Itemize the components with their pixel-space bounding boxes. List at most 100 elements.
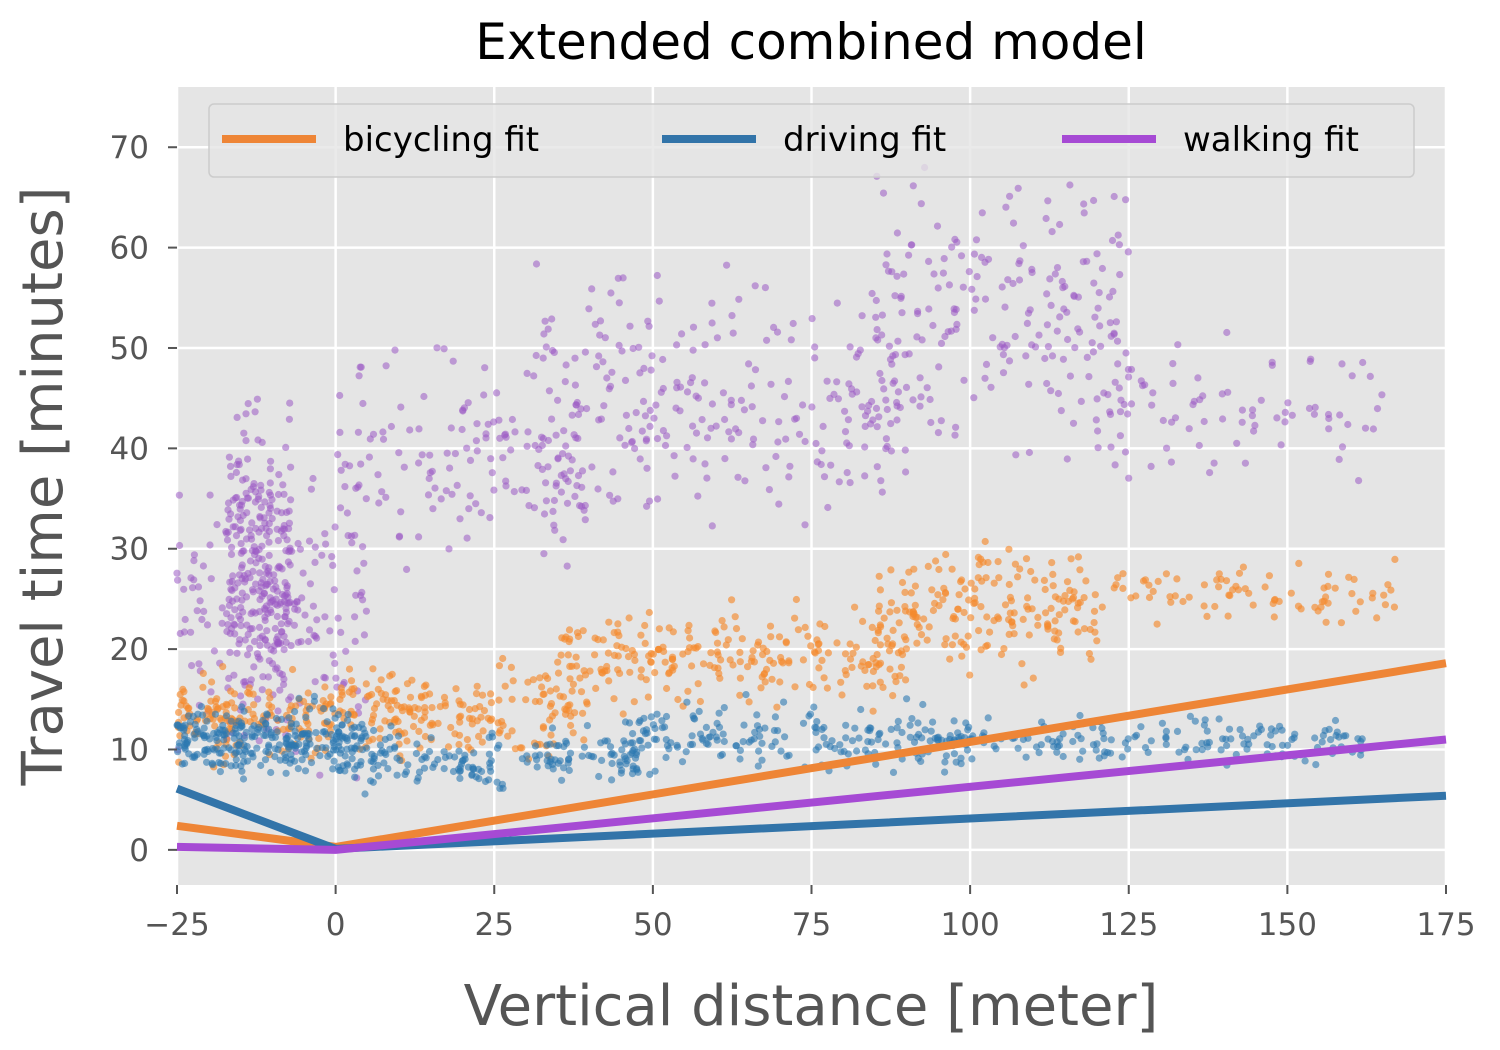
- scatter-point: [799, 656, 808, 664]
- scatter-point: [1122, 196, 1130, 204]
- scatter-point: [629, 739, 637, 747]
- scatter-point: [580, 736, 588, 744]
- scatter-point: [239, 547, 247, 555]
- scatter-point: [375, 499, 383, 507]
- scatter-point: [1236, 726, 1244, 734]
- scatter-point: [1063, 308, 1071, 316]
- scatter-point: [226, 648, 234, 657]
- scatter-point: [227, 550, 236, 559]
- scatter-point: [447, 723, 455, 732]
- scatter-point: [1024, 594, 1032, 602]
- scatter-point: [237, 692, 245, 700]
- scatter-point: [482, 434, 490, 442]
- scatter-point: [295, 694, 303, 703]
- scatter-point: [941, 758, 949, 766]
- scatter-point: [256, 569, 264, 577]
- scatter-point: [665, 745, 673, 753]
- scatter-point: [581, 348, 590, 356]
- scatter-point: [233, 461, 241, 469]
- scatter-point: [1106, 319, 1114, 327]
- scatter-point: [566, 635, 574, 643]
- scatter-point: [937, 417, 945, 425]
- scatter-point: [785, 659, 793, 667]
- scatter-point: [1091, 313, 1099, 321]
- scatter-point: [646, 406, 654, 414]
- scatter-point: [369, 430, 378, 438]
- scatter-point: [599, 358, 607, 366]
- scatter-point: [406, 426, 414, 434]
- scatter-point: [1284, 741, 1292, 749]
- scatter-point: [227, 717, 235, 725]
- scatter-point: [1223, 328, 1231, 337]
- scatter-point: [718, 750, 727, 759]
- scatter-point: [840, 747, 848, 756]
- scatter-point: [1112, 581, 1120, 589]
- scatter-point: [193, 607, 201, 615]
- scatter-point: [425, 474, 433, 483]
- scatter-point: [376, 734, 384, 743]
- scatter-point: [429, 505, 437, 513]
- scatter-point: [713, 334, 722, 342]
- scatter-point: [887, 599, 896, 607]
- scatter-point: [791, 415, 799, 423]
- scatter-point: [487, 699, 495, 707]
- scatter-point: [670, 452, 678, 460]
- scatter-point: [473, 420, 481, 428]
- scatter-point: [852, 353, 861, 361]
- scatter-point: [990, 579, 998, 587]
- scatter-point: [204, 747, 212, 756]
- scatter-point: [694, 394, 703, 402]
- scatter-point: [713, 736, 721, 744]
- scatter-point: [287, 496, 295, 504]
- scatter-point: [251, 609, 260, 617]
- scatter-point: [530, 372, 538, 380]
- scatter-point: [1069, 737, 1077, 746]
- scatter-point: [591, 651, 599, 659]
- scatter-point: [361, 790, 369, 798]
- scatter-point: [929, 606, 938, 615]
- scatter-point: [728, 312, 736, 320]
- scatter-point: [708, 299, 716, 307]
- scatter-point: [1016, 257, 1024, 265]
- scatter-point: [377, 676, 385, 684]
- scatter-point: [928, 586, 936, 594]
- scatter-point: [291, 708, 299, 716]
- scatter-point: [351, 765, 359, 773]
- scatter-point: [374, 761, 382, 770]
- scatter-point: [925, 623, 933, 631]
- scatter-point: [475, 732, 483, 741]
- scatter-point: [1010, 630, 1018, 638]
- scatter-point: [1305, 404, 1314, 412]
- scatter-point: [522, 696, 530, 704]
- scatter-point: [1088, 339, 1096, 347]
- scatter-point: [708, 522, 716, 530]
- scatter-point: [636, 455, 644, 463]
- scatter-point: [207, 697, 215, 705]
- scatter-point: [225, 515, 233, 523]
- scatter-point: [257, 481, 265, 489]
- scatter-point: [610, 695, 618, 703]
- scatter-point: [415, 459, 423, 467]
- scatter-point: [683, 443, 691, 452]
- scatter-point: [463, 736, 471, 744]
- scatter-point: [237, 622, 245, 630]
- scatter-point: [1093, 395, 1101, 403]
- scatter-point: [263, 532, 271, 540]
- scatter-point: [808, 403, 816, 411]
- scatter-point: [813, 718, 821, 726]
- scatter-point: [638, 427, 646, 435]
- scatter-point: [1071, 618, 1079, 626]
- scatter-point: [959, 283, 967, 291]
- scatter-point: [437, 495, 445, 503]
- scatter-point: [276, 600, 284, 608]
- scatter-point: [1098, 724, 1106, 732]
- scatter-point: [973, 273, 981, 281]
- scatter-point: [552, 431, 560, 439]
- scatter-point: [712, 422, 720, 430]
- scatter-point: [321, 674, 329, 682]
- scatter-point: [1201, 716, 1209, 724]
- scatter-point: [370, 752, 378, 760]
- scatter-point: [262, 719, 270, 728]
- scatter-point: [621, 376, 630, 384]
- scatter-point: [686, 644, 694, 652]
